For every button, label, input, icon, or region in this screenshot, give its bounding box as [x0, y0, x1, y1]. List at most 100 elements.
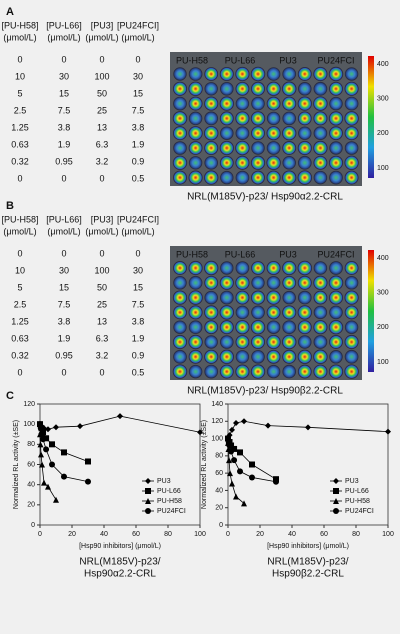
table-header: [PU-L66]: [46, 214, 82, 224]
data-point: [197, 429, 203, 436]
well: [297, 305, 312, 320]
plate-label: PU-L66: [225, 55, 256, 65]
well: [188, 260, 203, 276]
plate-label: PU24FCI: [317, 55, 354, 65]
well: [219, 275, 234, 290]
well: [204, 82, 218, 96]
well: [313, 81, 328, 96]
well: [344, 141, 359, 155]
well: [297, 290, 312, 305]
table-cell: 5: [17, 88, 22, 98]
well: [313, 335, 328, 349]
data-point: [305, 424, 311, 431]
well: [188, 290, 203, 305]
table-cell: 0: [17, 173, 22, 183]
plate-label: PU-L66: [225, 249, 256, 259]
panel-label: C: [6, 390, 14, 402]
well: [344, 349, 359, 364]
table-cell: 13: [97, 122, 107, 132]
well: [204, 96, 219, 111]
well: [204, 170, 219, 185]
data-point: [233, 493, 239, 500]
well: [329, 170, 343, 185]
well: [188, 67, 203, 81]
data-point: [249, 461, 255, 468]
well: [173, 141, 187, 155]
table-cell: 0.9: [132, 350, 145, 360]
well: [188, 349, 203, 364]
well: [344, 126, 359, 141]
well: [344, 81, 359, 96]
well: [266, 67, 281, 81]
data-point: [231, 457, 238, 464]
table-cell: 15: [133, 88, 143, 98]
table-cell: 1.9: [132, 139, 145, 149]
y-tick-label: 20: [215, 505, 223, 512]
data-point: [43, 446, 50, 453]
well: [251, 261, 265, 275]
data-point: [241, 418, 247, 425]
data-point: [39, 461, 45, 468]
colorbar-tick: 300: [377, 290, 389, 297]
table-cell: 3.2: [96, 350, 109, 360]
data-point: [37, 441, 44, 448]
well: [282, 96, 297, 111]
table-cell: 0.9: [132, 156, 145, 166]
data-point: [117, 413, 123, 420]
table-cell: 6.3: [96, 333, 109, 343]
well: [235, 81, 250, 96]
colorbar-tick: 100: [377, 359, 389, 366]
well: [173, 305, 187, 320]
well: [281, 334, 297, 350]
well: [204, 67, 219, 81]
x-tick-label: 60: [132, 531, 140, 538]
plate-caption: NRL(M185V)-p23/ Hsp90β2.2-CRL: [187, 386, 343, 397]
well: [282, 141, 297, 155]
well: [250, 81, 266, 96]
data-point: [53, 496, 59, 503]
well: [172, 334, 188, 350]
well: [251, 170, 265, 185]
well: [313, 111, 328, 126]
data-point: [249, 474, 255, 481]
well: [204, 140, 219, 156]
well: [328, 320, 344, 335]
panel-label: A: [6, 6, 14, 18]
table-cell: 30: [59, 71, 69, 81]
y-tick-label: 40: [215, 487, 223, 494]
y-tick-label: 0: [31, 522, 35, 529]
table-cell: 0.95: [55, 156, 73, 166]
well: [313, 364, 328, 379]
table-cell: 1.25: [11, 316, 29, 326]
well: [235, 320, 250, 335]
y-axis-label: Normalized RL activity (±SE): [13, 420, 20, 509]
well: [266, 81, 281, 96]
table-cell: 0.5: [132, 367, 145, 377]
well: [313, 305, 328, 320]
well: [266, 141, 281, 155]
table-cell: 0.95: [55, 350, 73, 360]
well: [313, 261, 328, 275]
plot-area: [39, 403, 201, 526]
well: [297, 111, 312, 126]
table-cell: 2.5: [14, 105, 27, 115]
data-point: [237, 468, 243, 475]
well: [188, 305, 203, 320]
well: [188, 96, 203, 111]
well: [219, 364, 234, 379]
data-point: [229, 480, 235, 487]
table-cell: 6.3: [96, 139, 109, 149]
x-tick-label: 20: [68, 531, 76, 538]
colorbar-tick: 100: [377, 165, 389, 172]
table-header: [PU-H58]: [1, 214, 38, 224]
x-axis-label: [Hsp90 inhibitors] (μmol/L): [79, 543, 161, 550]
plate-label: PU3: [279, 55, 297, 65]
well: [219, 335, 234, 349]
well: [344, 320, 359, 334]
data-point: [233, 420, 239, 427]
well: [250, 66, 266, 82]
table-cell: 30: [133, 265, 143, 275]
table-cell: 30: [59, 265, 69, 275]
well: [298, 82, 312, 96]
